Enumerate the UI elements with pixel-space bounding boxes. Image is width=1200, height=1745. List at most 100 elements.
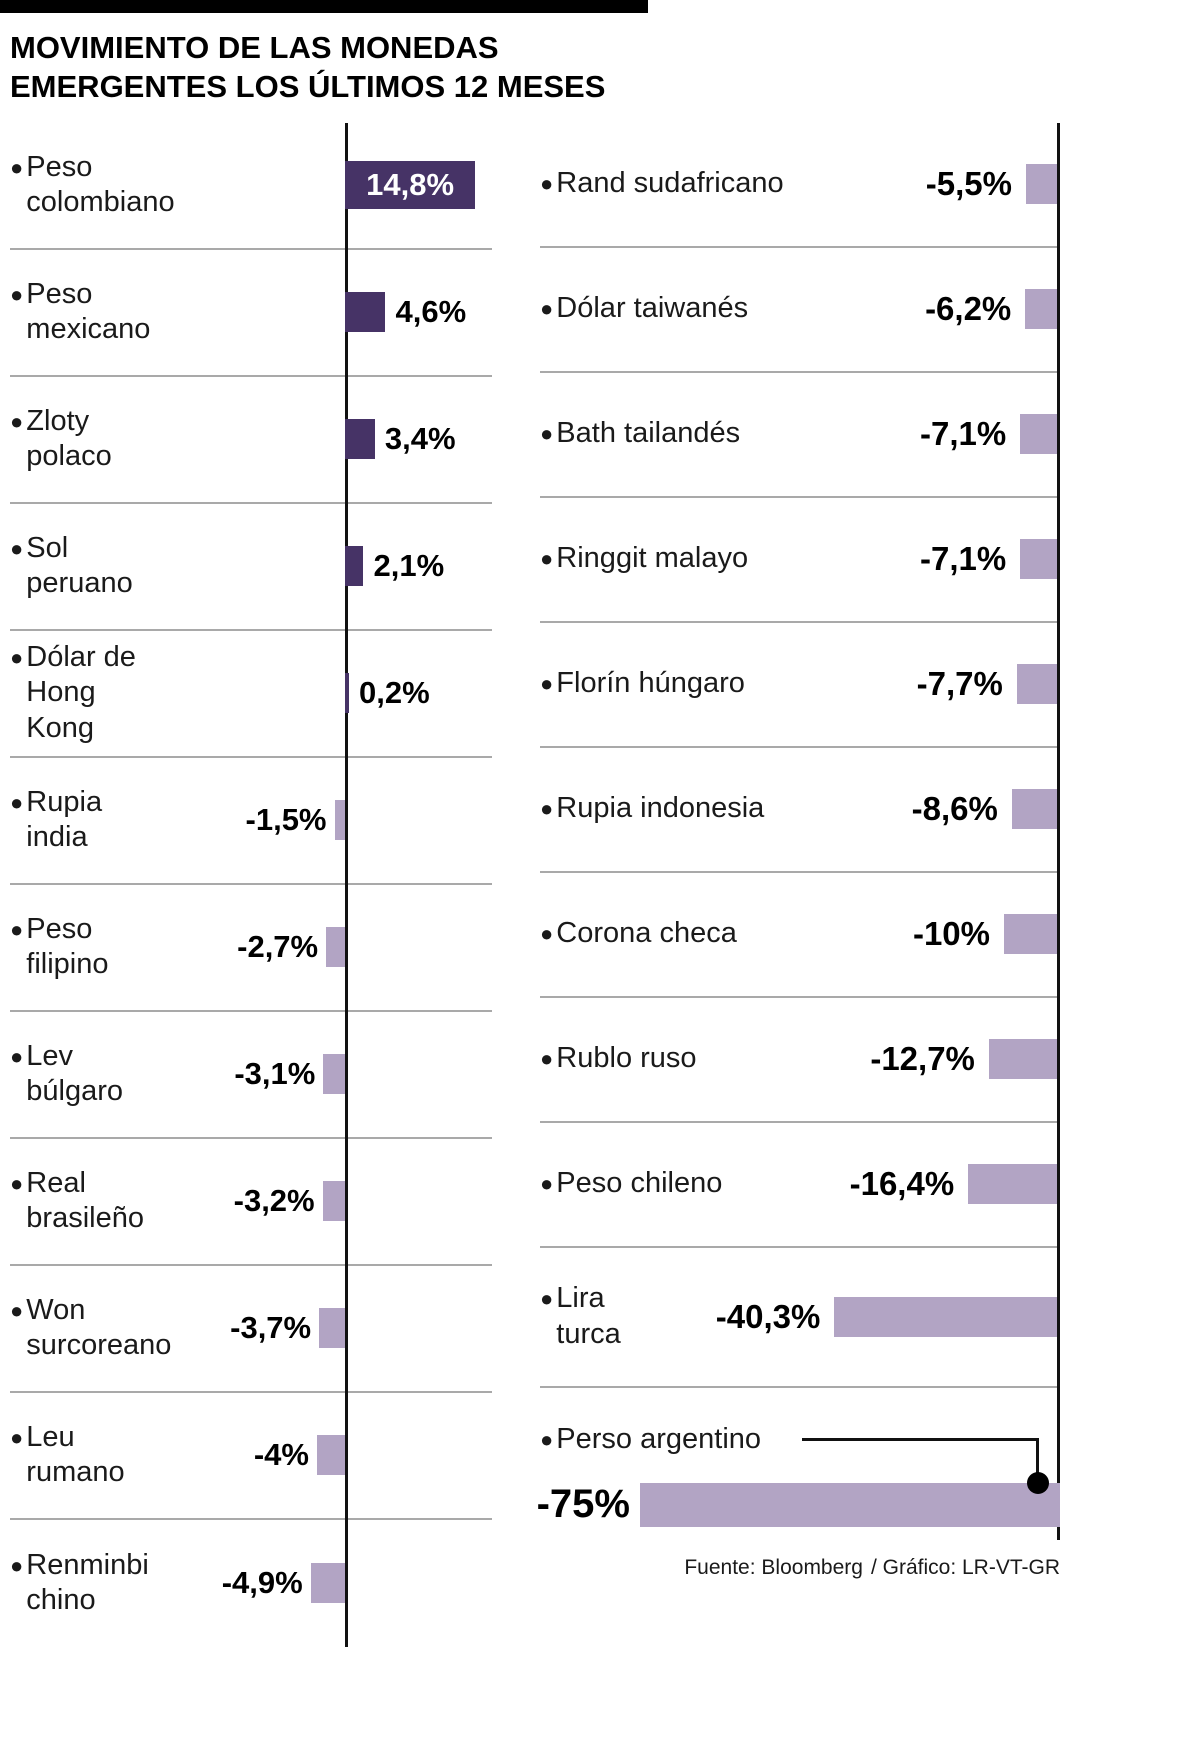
- currency-name: Perso argentino: [556, 1422, 762, 1455]
- value-label: -7,7%: [916, 665, 1003, 702]
- currency-name: Peso colombiano: [26, 150, 175, 218]
- currency-label: ● Rupia indonesia: [540, 791, 898, 826]
- connector-line-vertical: [1036, 1437, 1039, 1484]
- currency-label: ● Leu rumano: [10, 1420, 220, 1491]
- value-bar: [640, 1482, 1060, 1527]
- currency-name: Peso mexicano: [26, 277, 151, 345]
- bullet-icon: ●: [540, 546, 554, 572]
- value-label: -8,6%: [911, 790, 998, 827]
- page-title-line1: MOVIMIENTO DE LAS MONEDAS: [10, 30, 499, 65]
- row-lev-bulgaro: ● Lev búlgaro -3,1%: [10, 1012, 492, 1139]
- row-perso-argentino: ● Perso argentino -75%: [536, 1388, 1060, 1540]
- value-bar: [1016, 664, 1060, 704]
- currency-name: Won surcoreano: [26, 1293, 172, 1361]
- source-credit: Fuente: Bloomberg / Gráfico: LR-VT-GR: [540, 1556, 1060, 1580]
- value-label: -75%: [536, 1482, 630, 1526]
- value-label: -10%: [912, 915, 990, 952]
- value-label: 3,4%: [384, 421, 456, 456]
- row-rublo-ruso: ● Rublo ruso -12,7%: [540, 998, 1060, 1123]
- value-label: -16,4%: [849, 1165, 955, 1202]
- currency-name: Bath tailandés: [556, 417, 741, 450]
- currency-label: ● Peso filipino: [10, 912, 220, 983]
- page-title-line2: EMERGENTES LOS ÚLTIMOS 12 MESES: [10, 68, 606, 104]
- value-label: 2,1%: [373, 548, 445, 583]
- value-bar: [319, 1308, 345, 1348]
- value-bar: [1025, 289, 1060, 329]
- value-bar: [345, 292, 386, 332]
- bullet-icon: ●: [10, 1043, 24, 1069]
- value-bar: [322, 1181, 345, 1221]
- bullet-icon: ●: [540, 1171, 554, 1197]
- row-peso-chileno: ● Peso chileno -16,4%: [540, 1123, 1060, 1248]
- currency-name: Rand sudafricano: [556, 167, 784, 200]
- bullet-icon: ●: [10, 154, 24, 180]
- value-label: -6,2%: [925, 290, 1012, 327]
- row-ringgit-malayo: ● Ringgit malayo -7,1%: [540, 498, 1060, 623]
- row-sol-peruano: ● Sol peruano 2,1%: [10, 504, 492, 631]
- value-bar: [968, 1164, 1060, 1204]
- row-rupia-india: ● Rupia india -1,5%: [10, 758, 492, 885]
- bar-zone: 4,6%: [220, 250, 492, 375]
- row-rand-sudafricano: ● Rand sudafricano -5,5%: [540, 123, 1060, 248]
- currency-label: ● Zloty polaco: [10, 404, 220, 475]
- value-label: -3,7%: [230, 1310, 312, 1345]
- value-label: 0,2%: [359, 675, 430, 710]
- value-bar: [834, 1296, 1060, 1337]
- bar-zone: 0,2%: [220, 631, 492, 756]
- currency-name: Zloty polaco: [26, 404, 112, 472]
- bar-zone: 14,8%: [220, 123, 492, 248]
- value-label: -3,2%: [233, 1183, 315, 1218]
- right-axis-line: [1057, 122, 1060, 1540]
- row-lira-turca: ● Lira turca -40,3%: [540, 1248, 1060, 1388]
- bullet-icon: ●: [10, 789, 24, 815]
- bullet-icon: ●: [10, 1552, 24, 1578]
- value-label: -7,1%: [920, 540, 1007, 577]
- row-renminbi-chino: ● Renminbi chino -4,9%: [10, 1520, 492, 1647]
- value-label: -12,7%: [870, 1040, 975, 1077]
- bullet-icon: ●: [10, 408, 24, 434]
- row-peso-filipino: ● Peso filipino -2,7%: [10, 885, 492, 1012]
- currency-label: ● Dólar de Hong Kong: [10, 640, 220, 746]
- bullet-icon: ●: [540, 421, 554, 447]
- bullet-icon: ●: [540, 1046, 554, 1072]
- value-bar: [317, 1435, 345, 1475]
- value-label: -4%: [253, 1437, 309, 1472]
- currency-label: ● Won surcoreano: [10, 1293, 220, 1364]
- connector-line-horizontal: [802, 1437, 1039, 1441]
- value-label: -2,7%: [237, 929, 319, 964]
- bullet-icon: ●: [540, 671, 554, 697]
- value-label: -5,5%: [925, 165, 1012, 202]
- value-label: -4,9%: [221, 1565, 303, 1600]
- currency-label: ● Sol peruano: [10, 531, 220, 602]
- currency-label: ● Rupia india: [10, 785, 220, 856]
- row-florin-hungaro: ● Florín húngaro -7,7%: [540, 623, 1060, 748]
- bar-zone: -1,5%: [220, 758, 492, 883]
- infographic: MOVIMIENTO DE LAS MONEDAS EMERGENTES LOS…: [0, 29, 1200, 1647]
- chart-column-left: ● Peso colombiano 14,8% ● Pes: [10, 122, 492, 1647]
- bar-zone: -3,7%: [220, 1266, 492, 1391]
- currency-name: Lev búlgaro: [26, 1039, 124, 1107]
- value-bar: [1020, 414, 1060, 454]
- currency-label: ● Rublo ruso: [540, 1041, 856, 1076]
- currency-name: Peso chileno: [556, 1167, 723, 1200]
- value-bar: [310, 1563, 345, 1603]
- page-title: MOVIMIENTO DE LAS MONEDAS EMERGENTES LOS…: [10, 29, 1190, 107]
- chart-columns: ● Peso colombiano 14,8% ● Pes: [10, 122, 1190, 1647]
- bar-zone: 3,4%: [220, 377, 492, 502]
- bullet-icon: ●: [540, 796, 554, 822]
- value-bar: [345, 673, 349, 713]
- connector-dot-icon: [1027, 1471, 1049, 1494]
- bar-zone: -4%: [220, 1393, 492, 1518]
- value-bar: [323, 1054, 345, 1094]
- bullet-icon: ●: [10, 281, 24, 307]
- row-rupia-indonesia: ● Rupia indonesia -8,6%: [540, 748, 1060, 873]
- value-label: -1,5%: [245, 802, 327, 837]
- currency-label: ● Peso chileno: [540, 1166, 836, 1201]
- bullet-icon: ●: [10, 916, 24, 942]
- currency-name: Rublo ruso: [556, 1042, 697, 1075]
- currency-name: Corona checa: [556, 917, 737, 950]
- bar-zone: -3,1%: [220, 1012, 492, 1137]
- value-label: -7,1%: [920, 415, 1007, 452]
- value-bar: [345, 419, 375, 459]
- chart-column-right: ● Rand sudafricano -5,5% ● Dólar taiwané…: [536, 122, 1060, 1580]
